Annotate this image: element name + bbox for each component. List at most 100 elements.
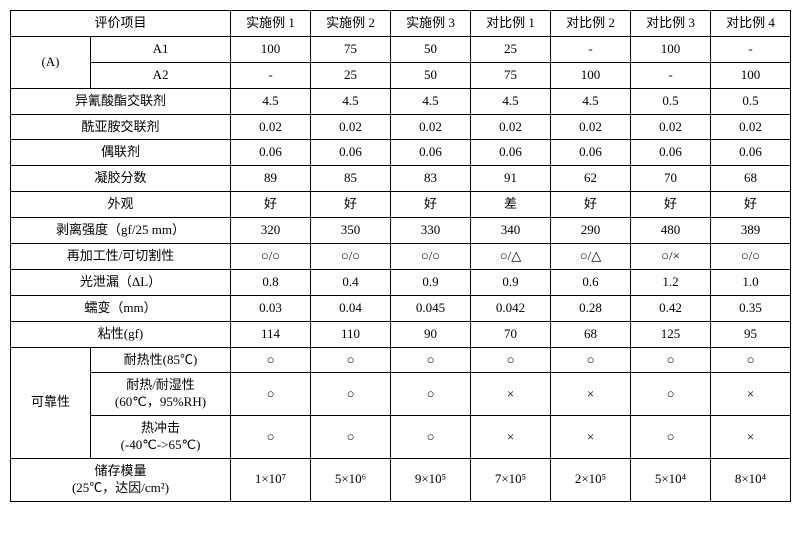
row-label: 光泄漏（ΔL） (11, 269, 231, 295)
table-row: 蠕变（mm）0.030.040.0450.0420.280.420.35 (11, 295, 791, 321)
cell: 4.5 (311, 88, 391, 114)
cell: ○ (311, 347, 391, 373)
cell: 0.9 (391, 269, 471, 295)
cell: × (711, 416, 791, 459)
cell: 4.5 (471, 88, 551, 114)
cell: × (551, 373, 631, 416)
reliability-sub-label: 耐热性(85℃) (91, 347, 231, 373)
cell: 4.5 (231, 88, 311, 114)
cell: 0.02 (471, 114, 551, 140)
cell: 0.8 (231, 269, 311, 295)
table-row: 偶联剂0.060.060.060.060.060.060.06 (11, 140, 791, 166)
cell: 0.02 (711, 114, 791, 140)
table-row: 凝胶分数89858391627068 (11, 166, 791, 192)
cell: - (631, 62, 711, 88)
data-table: 评价项目 实施例 1 实施例 2 实施例 3 对比例 1 对比例 2 对比例 3… (10, 10, 791, 502)
cell: 9×10⁵ (391, 459, 471, 502)
cell: ○/△ (551, 244, 631, 270)
cell: 100 (711, 62, 791, 88)
cell: 85 (311, 166, 391, 192)
reliability-sub-label: 耐热/耐湿性 (60℃，95%RH) (91, 373, 231, 416)
cell: ○ (231, 347, 311, 373)
table-row: 光泄漏（ΔL）0.80.40.90.90.61.21.0 (11, 269, 791, 295)
cell: ○ (551, 347, 631, 373)
cell: 好 (231, 192, 311, 218)
header-cp4: 对比例 4 (711, 11, 791, 37)
reliability-group-label: 可靠性 (11, 347, 91, 458)
cell: 0.06 (471, 140, 551, 166)
cell: ○/△ (471, 244, 551, 270)
cell: 110 (311, 321, 391, 347)
cell: 0.06 (231, 140, 311, 166)
cell: 70 (631, 166, 711, 192)
a2-sub: A2 (91, 62, 231, 88)
header-cp2: 对比例 2 (551, 11, 631, 37)
cell: 好 (391, 192, 471, 218)
cell: 1.0 (711, 269, 791, 295)
reliability-sub-label: 热冲击 (-40℃->65℃) (91, 416, 231, 459)
header-ex3: 实施例 3 (391, 11, 471, 37)
cell: 好 (551, 192, 631, 218)
row-label: 剥离强度（gf/25 mm） (11, 218, 231, 244)
table-row: 酰亚胺交联剂0.020.020.020.020.020.020.02 (11, 114, 791, 140)
cell: ○/○ (231, 244, 311, 270)
cell: 389 (711, 218, 791, 244)
table-row: 剥离强度（gf/25 mm）320350330340290480389 (11, 218, 791, 244)
reliability-row: 热冲击 (-40℃->65℃)○○○××○× (11, 416, 791, 459)
table-row: 粘性(gf)11411090706812595 (11, 321, 791, 347)
cell: 480 (631, 218, 711, 244)
cell: ○/○ (711, 244, 791, 270)
cell: 90 (391, 321, 471, 347)
reliability-row: 耐热/耐湿性 (60℃，95%RH)○○○××○× (11, 373, 791, 416)
cell: ○ (631, 373, 711, 416)
cell: - (711, 36, 791, 62)
cell: ○ (311, 373, 391, 416)
row-label: 粘性(gf) (11, 321, 231, 347)
cell: ○ (311, 416, 391, 459)
cell: ○ (391, 416, 471, 459)
cell: 0.28 (551, 295, 631, 321)
cell: 70 (471, 321, 551, 347)
row-label: 再加工性/可切割性 (11, 244, 231, 270)
table-row: 再加工性/可切割性○/○○/○○/○○/△○/△○/×○/○ (11, 244, 791, 270)
cell: 350 (311, 218, 391, 244)
cell: 0.5 (711, 88, 791, 114)
cell: ○ (471, 347, 551, 373)
cell: ○ (391, 347, 471, 373)
cell: 0.03 (231, 295, 311, 321)
row-a1: (A) A1 100 75 50 25 - 100 - (11, 36, 791, 62)
cell: 0.06 (551, 140, 631, 166)
cell: ○ (631, 416, 711, 459)
row-label: 外观 (11, 192, 231, 218)
cell: 差 (471, 192, 551, 218)
cell: 68 (711, 166, 791, 192)
cell: 0.02 (231, 114, 311, 140)
cell: ○/× (631, 244, 711, 270)
cell: 25 (311, 62, 391, 88)
cell: × (471, 416, 551, 459)
storage-label: 储存模量 (25℃，达因/cm²) (11, 459, 231, 502)
cell: 50 (391, 62, 471, 88)
header-ex1: 实施例 1 (231, 11, 311, 37)
cell: 68 (551, 321, 631, 347)
row-label: 蠕变（mm） (11, 295, 231, 321)
cell: - (231, 62, 311, 88)
cell: ○ (391, 373, 471, 416)
a1-sub: A1 (91, 36, 231, 62)
cell: 0.06 (391, 140, 471, 166)
cell: 114 (231, 321, 311, 347)
header-cp3: 对比例 3 (631, 11, 711, 37)
cell: 好 (711, 192, 791, 218)
cell: ○/○ (311, 244, 391, 270)
cell: ○ (631, 347, 711, 373)
header-eval: 评价项目 (11, 11, 231, 37)
a-group-label: (A) (11, 36, 91, 88)
cell: × (711, 373, 791, 416)
cell: 100 (631, 36, 711, 62)
cell: 91 (471, 166, 551, 192)
cell: 0.02 (551, 114, 631, 140)
cell: 50 (391, 36, 471, 62)
cell: 8×10⁴ (711, 459, 791, 502)
cell: 25 (471, 36, 551, 62)
cell: 0.02 (391, 114, 471, 140)
